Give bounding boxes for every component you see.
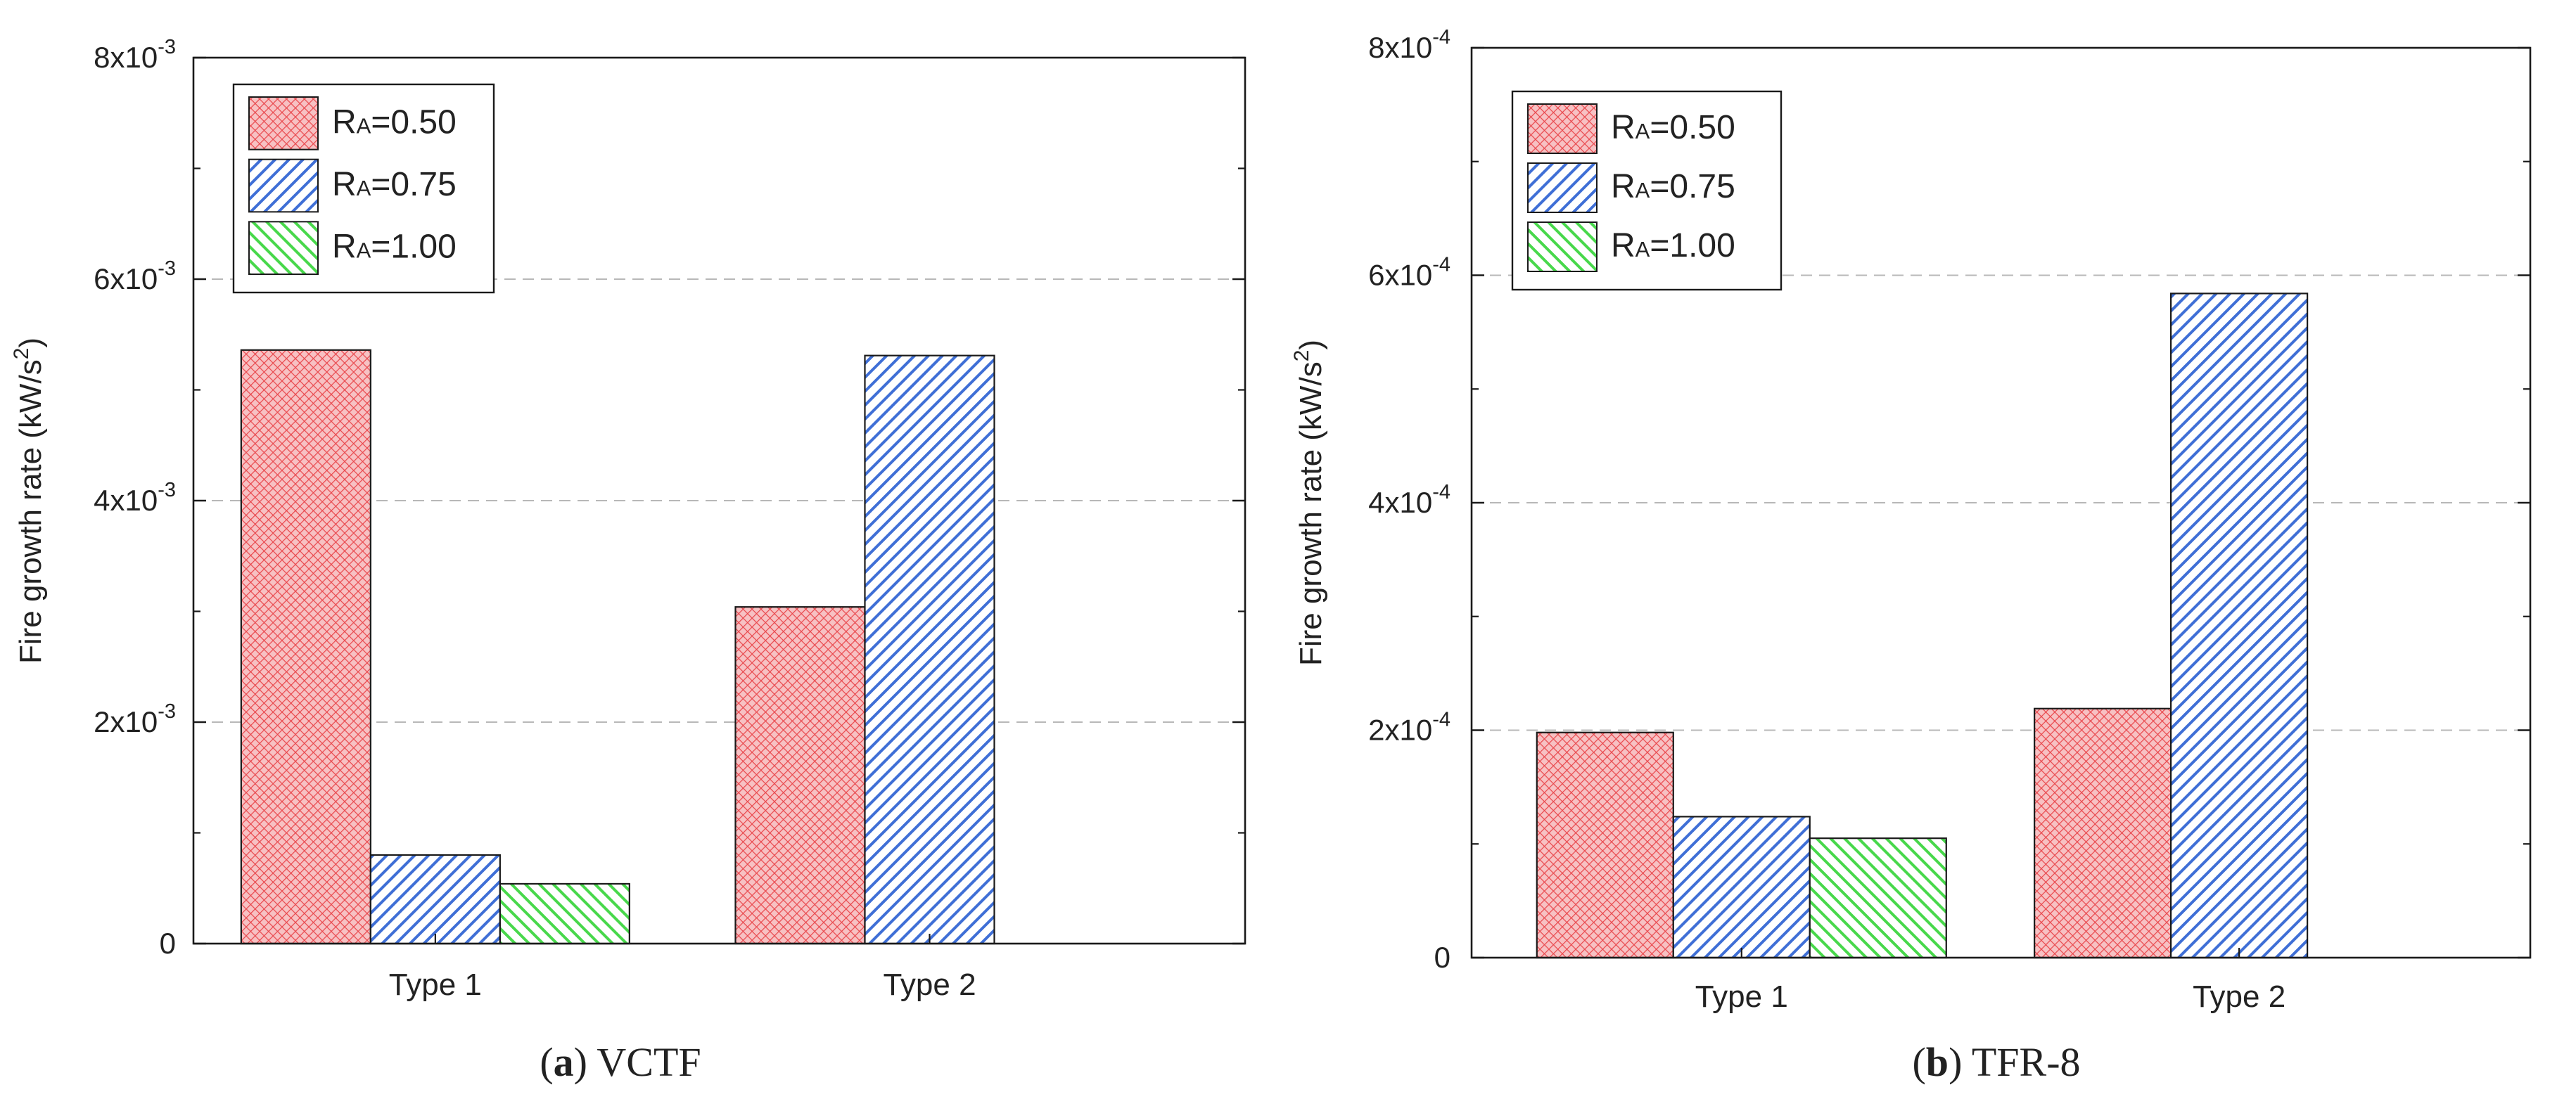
bar-type-2-ra-0-75 [2170,293,2309,959]
y-tick-label: 8x10-3 [94,36,176,74]
legend: RA=0.50 RA=0.75 RA=1.00 [232,83,495,294]
bar-type-2-ra-0-50 [2034,707,2172,959]
legend-label: RA=0.75 [332,166,457,203]
legend-swatch [248,158,319,213]
legend-swatch [1527,221,1598,272]
x-tick-label: Type 2 [2193,979,2285,1014]
y-tick-label: 8x10-4 [1368,26,1450,64]
y-axis-title: Fire growth rate (kW/s2) [1290,340,1328,666]
bar-type-1-ra-0-75 [369,854,501,945]
legend-swatch [1527,162,1598,213]
legend-label: RA=0.75 [1611,168,1735,205]
bar-type-1-ra-1-00 [1809,837,1947,959]
legend-swatch [1527,103,1598,154]
bar-type-2-ra-0-75 [864,354,995,945]
y-tick-label: 2x10-3 [94,700,176,738]
chart-a-vctf: 0 2x10-3 4x10-3 6x10-3 8x10-3 Type 1 Type 2 Fir… [10,36,1246,1085]
y-tick-label: 2x10-4 [1368,709,1450,747]
legend-label: RA=0.50 [1611,109,1735,146]
figure-caption: (a) VCTF [540,1039,701,1085]
y-axis-title: Fire growth rate (kW/s2) [10,338,48,664]
y-tick-label: 4x10-4 [1368,481,1450,519]
x-tick-label: Type 1 [1695,979,1788,1014]
bar-type-1-ra-1-00 [499,882,630,945]
legend-swatch [248,96,319,150]
chart-b-tfr8: 0 2x10-4 4x10-4 6x10-4 8x10-4 Type 1 Type 2 Fir… [1290,26,2532,1085]
legend-label: RA=0.50 [332,103,457,141]
legend: RA=0.50 RA=0.75 RA=1.00 [1511,90,1783,291]
y-tick-label: 0 [160,927,176,960]
legend-swatch [248,221,319,276]
y-tick-label: 6x10-3 [94,257,176,295]
x-tick-label: Type 2 [883,968,976,1002]
bar-type-1-ra-0-75 [1672,816,1811,959]
bar-type-1-ra-0-50 [1536,731,1674,959]
y-tick-label: 4x10-3 [94,479,176,517]
bar-type-1-ra-0-50 [240,349,371,945]
y-tick-label: 6x10-4 [1368,254,1450,292]
bar-type-2-ra-0-50 [734,606,866,945]
y-tick-label: 0 [1434,941,1450,974]
x-tick-label: Type 1 [389,968,482,1002]
legend-label: RA=1.00 [1611,227,1735,264]
figure-caption: (b) TFR-8 [1912,1039,2080,1085]
legend-label: RA=1.00 [332,229,457,266]
